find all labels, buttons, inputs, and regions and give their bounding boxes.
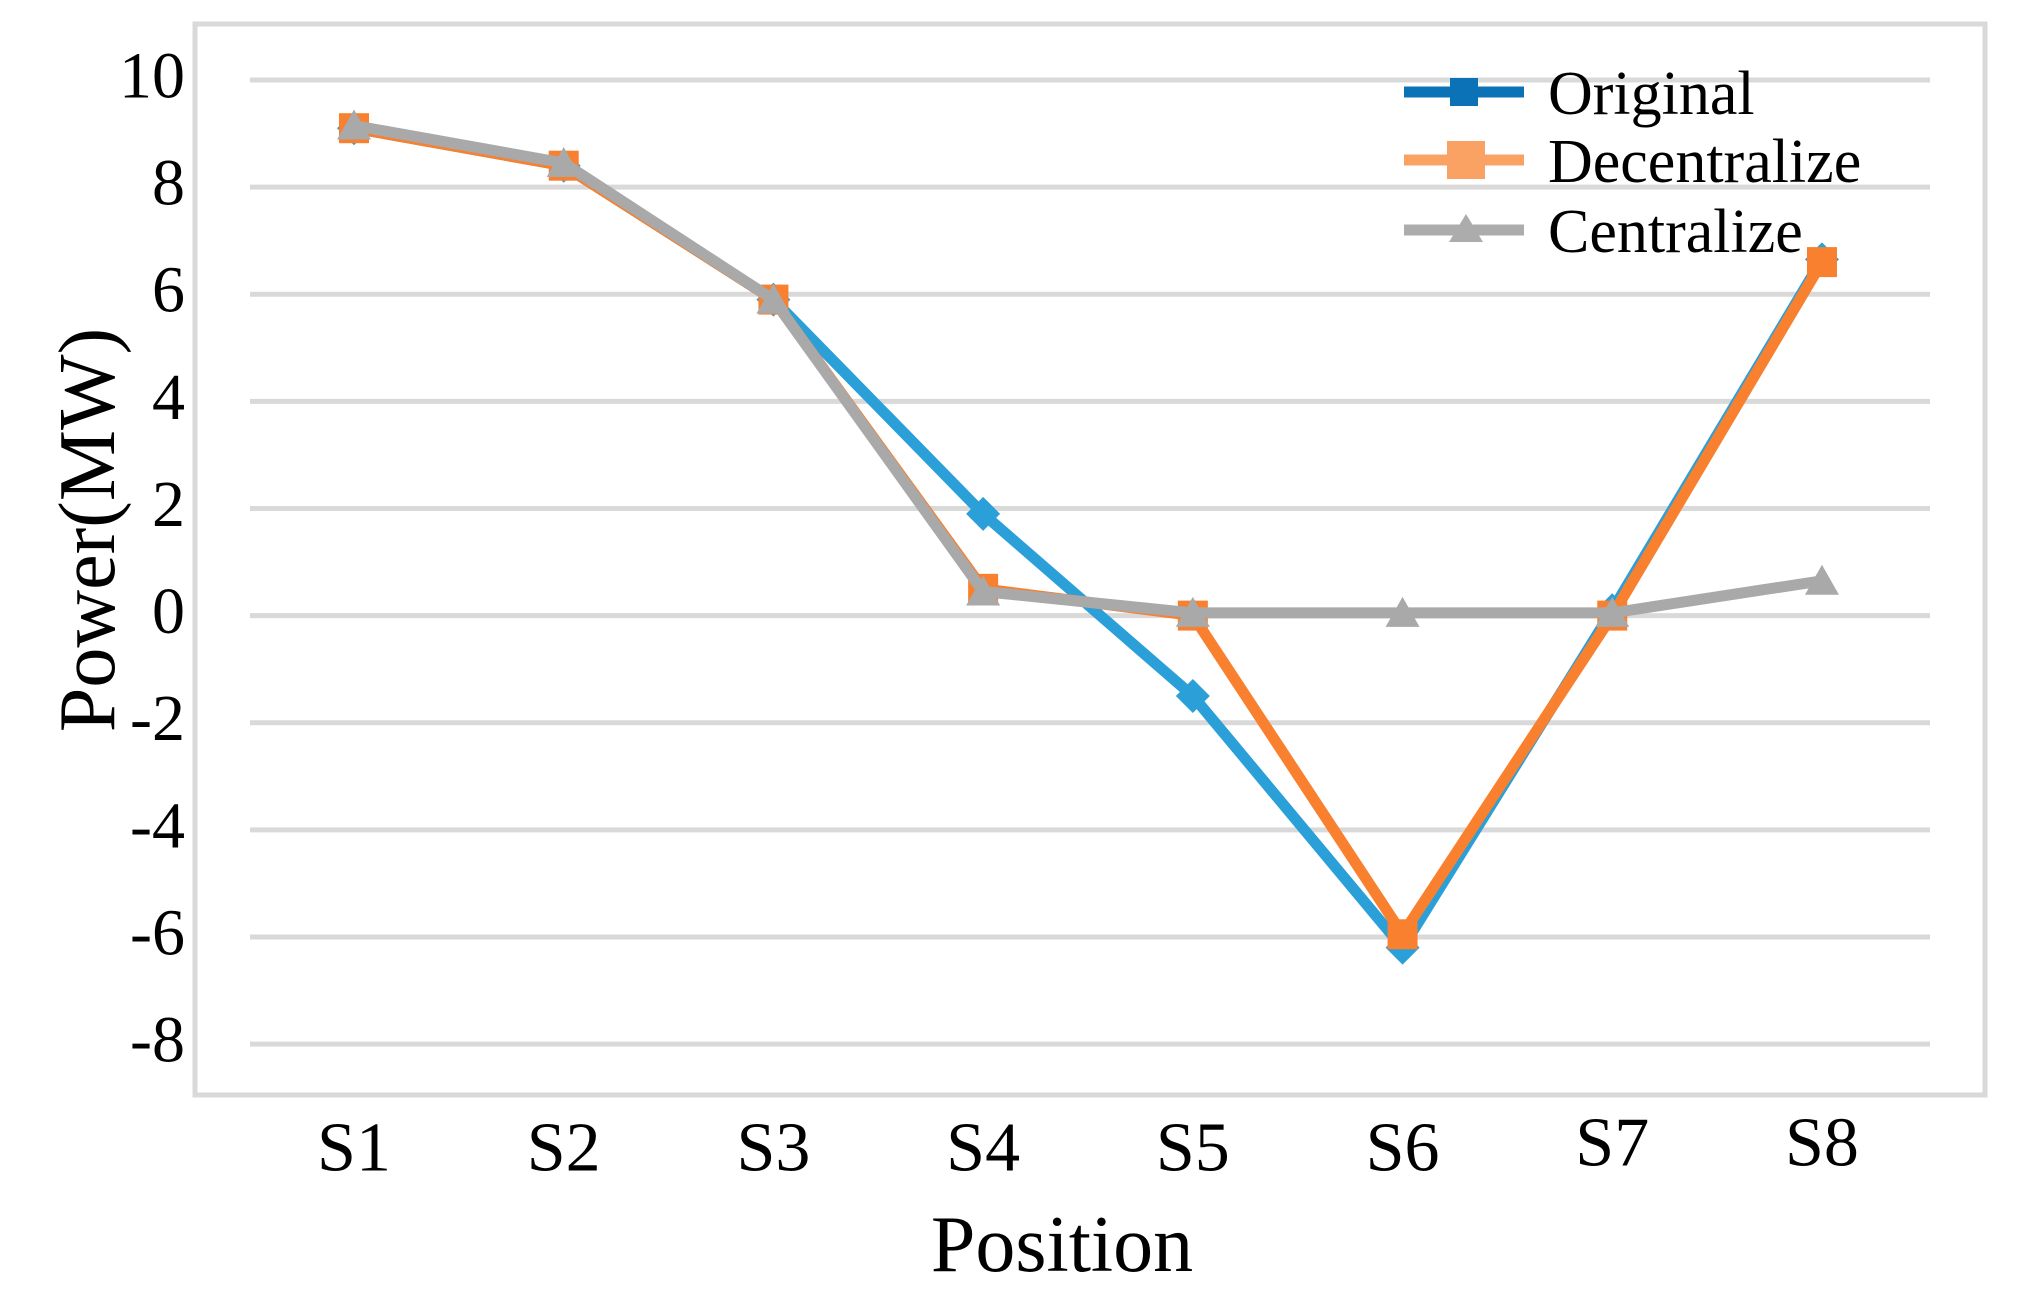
legend-label-decentralize: Decentralize [1548,128,1861,196]
y-tick-label: -8 [130,1004,185,1077]
marker-square [1387,919,1418,950]
x-axis-tick-labels: S1 S2 S3 S4 S5 S6 S7 S8 [317,1105,1859,1187]
x-tick-label: S6 [1366,1110,1440,1187]
legend-label-original: Original [1548,60,1755,128]
x-tick-label: S7 [1575,1105,1649,1182]
legend-item-decentralize: Decentralize [1404,128,1861,196]
marker-triangle [1385,596,1420,627]
x-tick-label: S1 [317,1110,391,1187]
marker-triangle [546,147,581,178]
gridlines [250,77,1930,1047]
legend: Original Decentralize Centralize [1404,60,1861,266]
marker-triangle [756,283,791,314]
marker-triangle [1804,564,1839,595]
x-axis-title: Position [931,1201,1193,1289]
legend-label-centralize: Centralize [1548,198,1803,266]
marker-triangle [1175,596,1210,627]
series-line [353,120,1823,619]
y-tick-label: -2 [130,682,185,755]
y-axis-tick-labels: 10 8 6 4 2 0 -2 -4 -6 -8 [119,40,185,1077]
y-tick-label: 0 [152,575,185,648]
marker-diamond [966,496,1001,531]
y-tick-label: 10 [119,40,185,113]
y-tick-label: -4 [130,789,185,862]
legend-marker-square-decentralize [1447,141,1485,179]
y-tick-label: 6 [152,254,185,327]
legend-item-centralize: Centralize [1404,198,1803,266]
x-tick-label: S2 [527,1110,601,1187]
x-tick-label: S4 [946,1110,1020,1187]
marker-triangle [966,575,1001,606]
y-tick-label: 2 [152,468,185,541]
data-series [337,109,1839,965]
marker-triangle [1595,596,1630,627]
x-tick-label: S5 [1156,1110,1230,1187]
marker-triangle [337,109,371,140]
x-tick-label: S3 [736,1110,810,1187]
marker-diamond [1175,678,1210,713]
legend-item-original: Original [1404,60,1755,128]
y-axis-title: Power(MW) [44,328,132,732]
x-tick-label: S8 [1785,1105,1859,1182]
y-tick-label: 8 [152,147,185,220]
plot-area-border [192,21,1988,1098]
marker-square [1806,247,1837,278]
legend-marker-triangle-centralize [1449,214,1483,242]
y-tick-label: -6 [130,896,185,969]
legend-marker-square-original [1450,78,1478,106]
y-tick-label: 4 [152,361,185,434]
series-centralize [337,109,1839,627]
